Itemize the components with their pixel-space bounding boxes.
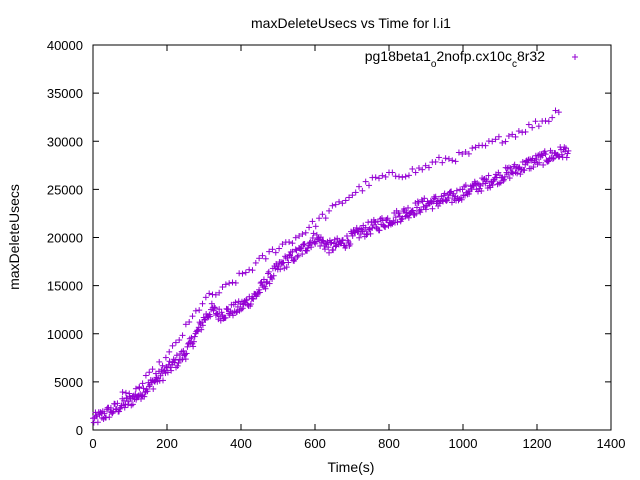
x-tick-label: 1400 — [597, 436, 626, 451]
x-axis: 0 200 400 600 800 1000 1200 1400 — [89, 45, 625, 451]
y-tick-label: 35000 — [47, 86, 83, 101]
x-tick-label: 200 — [156, 436, 178, 451]
legend-label: pg18beta1o2nofp.cx10cc8r32 — [365, 48, 545, 70]
y-tick-label: 25000 — [47, 182, 83, 197]
x-axis-title: Time(s) — [328, 459, 375, 475]
x-tick-label: 600 — [304, 436, 326, 451]
x-tick-label: 0 — [89, 436, 96, 451]
y-tick-label: 15000 — [47, 279, 83, 294]
legend-marker — [572, 54, 578, 60]
y-axis-title: maxDeleteUsecs — [6, 184, 22, 290]
chart-title: maxDeleteUsecs vs Time for l.i1 — [251, 15, 451, 31]
x-tick-label: 800 — [378, 436, 400, 451]
y-tick-label: 40000 — [47, 38, 83, 53]
y-tick-label: 5000 — [54, 375, 83, 390]
x-tick-label: 1200 — [523, 436, 552, 451]
y-axis: 0 5000 10000 15000 20000 25000 30000 35000 40000 — [47, 38, 611, 438]
x-tick-label: 1000 — [449, 436, 478, 451]
y-tick-label: 30000 — [47, 134, 83, 149]
y-tick-label: 20000 — [47, 231, 83, 246]
scatter-points — [90, 107, 572, 426]
y-tick-label: 0 — [76, 423, 83, 438]
x-tick-label: 400 — [230, 436, 252, 451]
y-tick-label: 10000 — [47, 327, 83, 342]
legend: pg18beta1o2nofp.cx10cc8r32 — [365, 48, 578, 70]
